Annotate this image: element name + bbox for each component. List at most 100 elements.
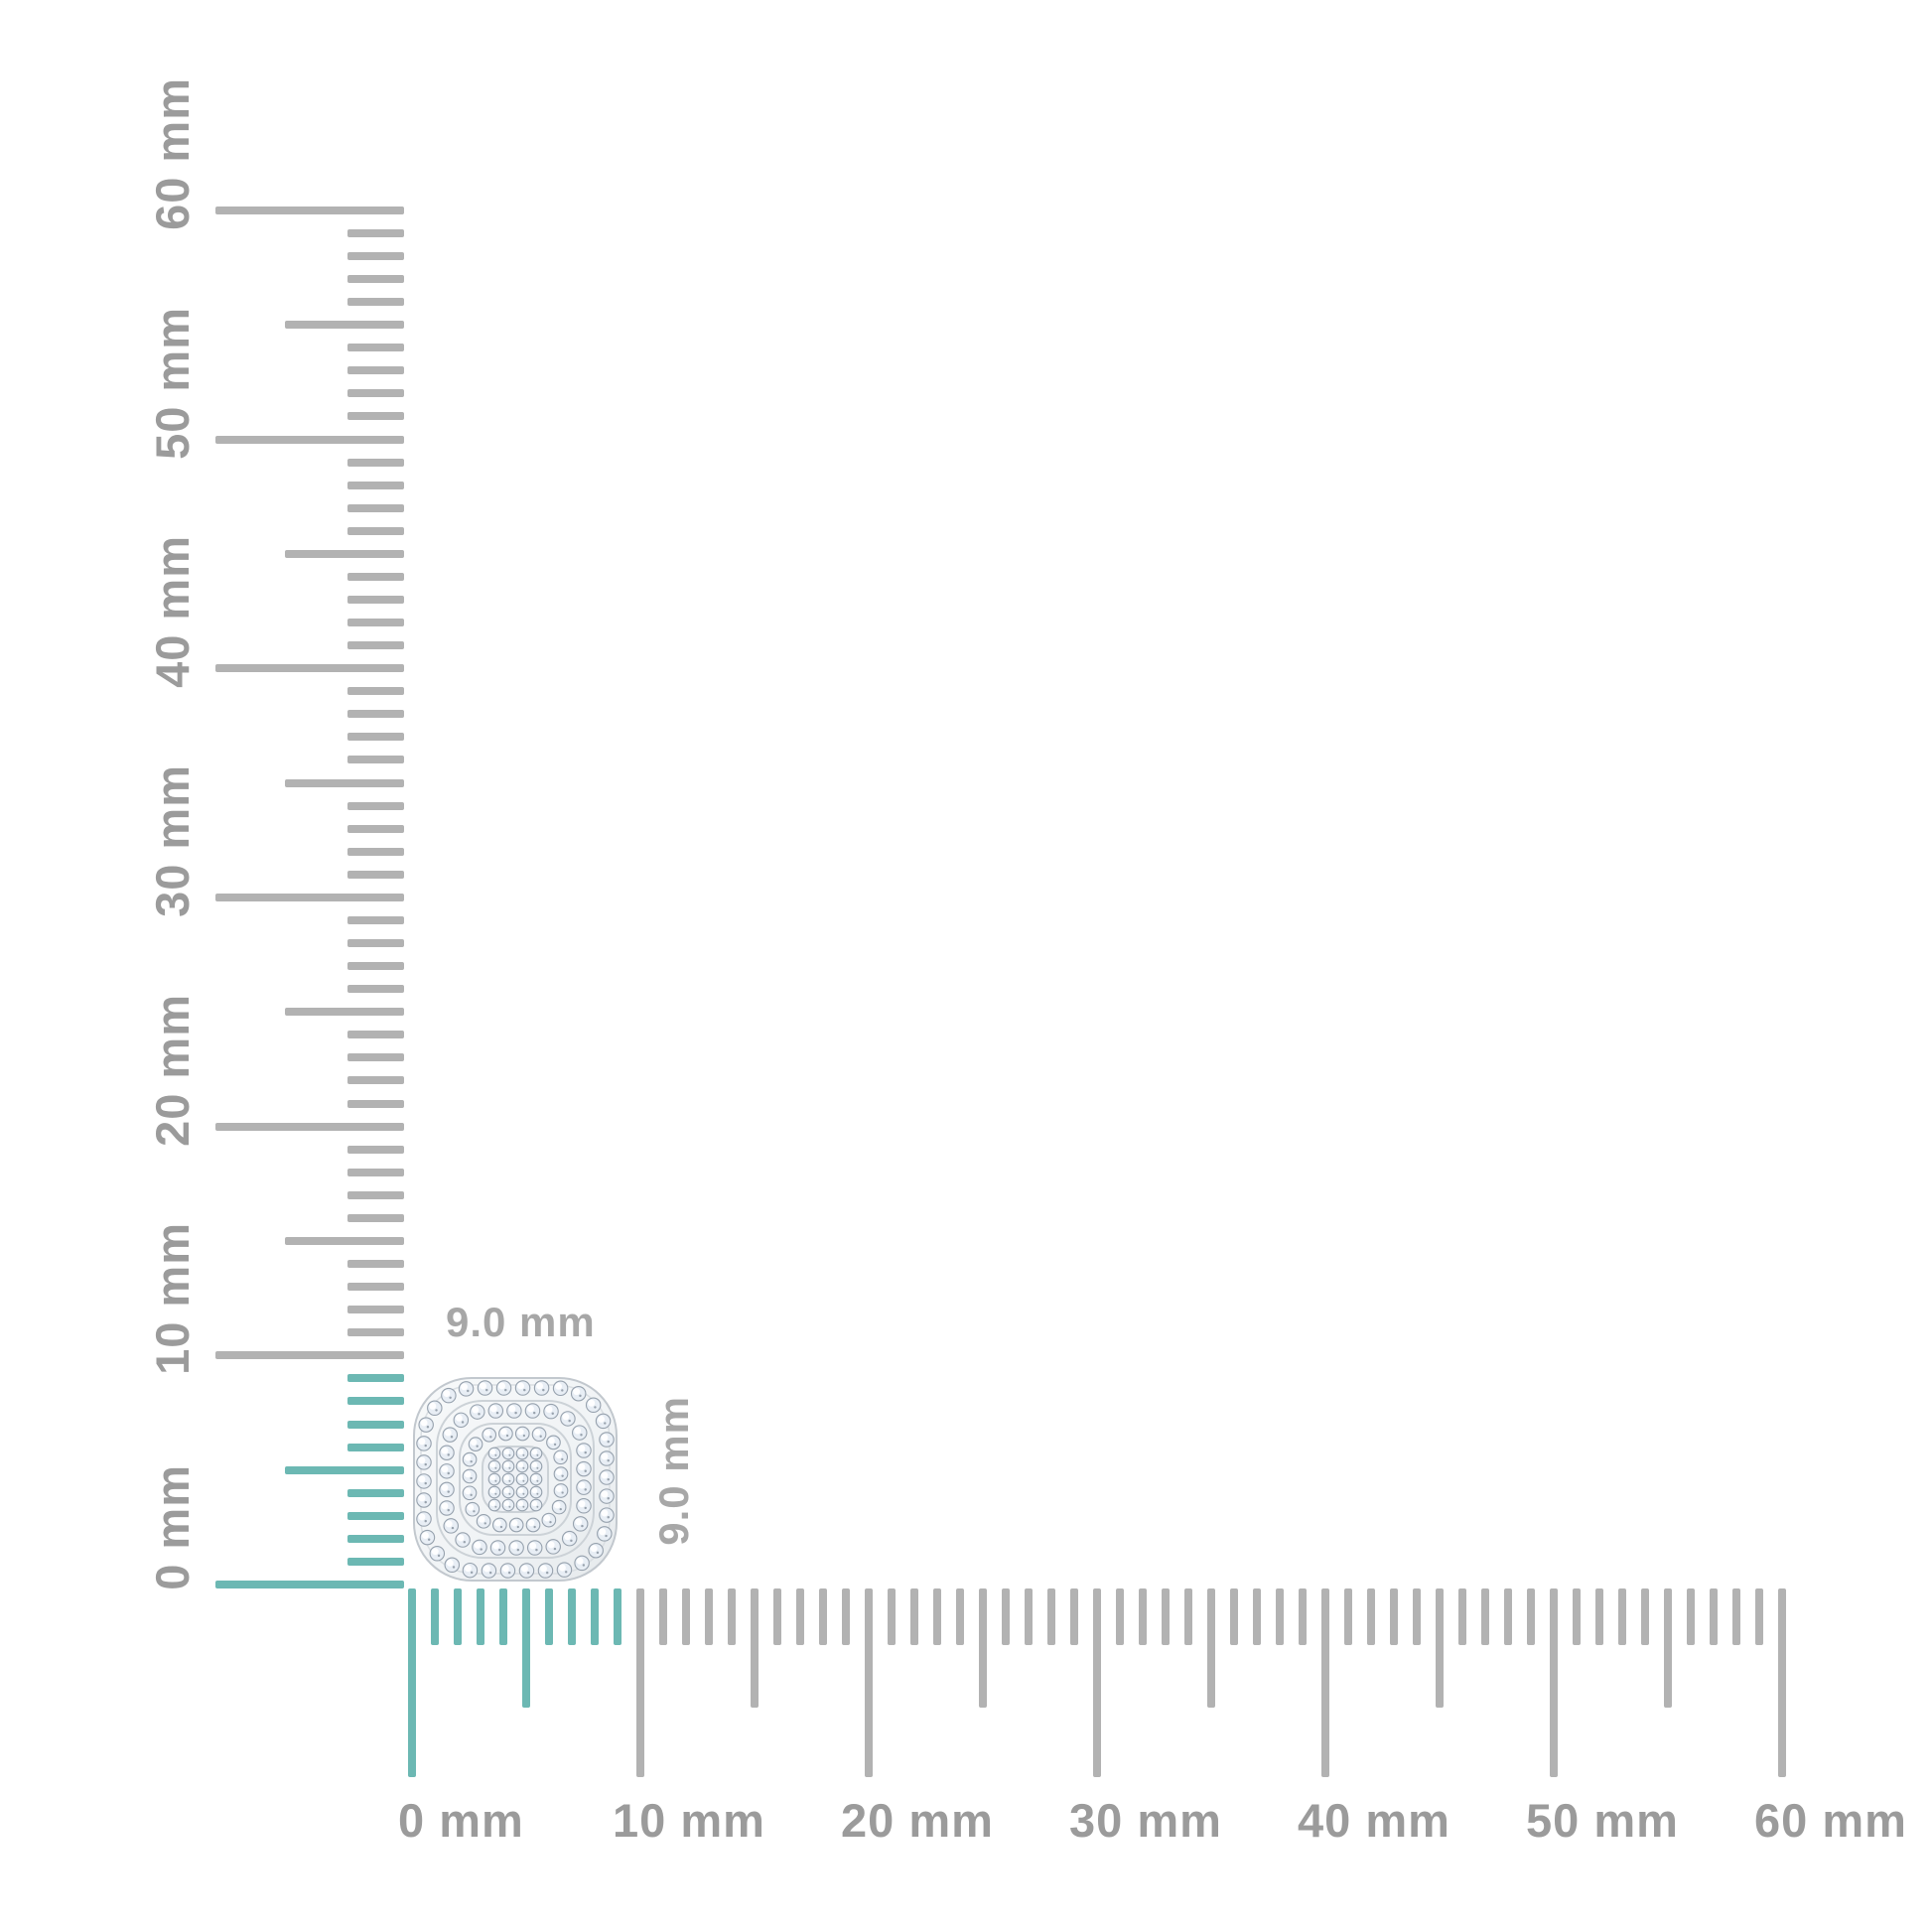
vertical-ruler-label-30mm: 30 mm <box>146 763 199 917</box>
horizontal-ruler-tick-1mm <box>431 1588 439 1645</box>
item-height-label: 9.0 mm <box>650 1396 697 1546</box>
pave-stones <box>416 1380 615 1579</box>
vertical-ruler-tick-12mm <box>347 1306 404 1314</box>
pave-stone <box>533 1380 550 1396</box>
pave-stone <box>416 1511 432 1527</box>
pave-stone <box>541 1512 557 1528</box>
vertical-ruler-tick-53mm <box>347 366 404 375</box>
vertical-ruler-tick-36mm <box>347 756 404 764</box>
vertical-ruler-tick-0mm <box>215 1581 404 1588</box>
pave-stone <box>545 1539 561 1555</box>
pave-stone <box>416 1454 432 1470</box>
pave-stone <box>472 1539 487 1556</box>
pave-stone <box>453 1412 470 1429</box>
vertical-ruler-tick-4mm <box>347 1488 404 1497</box>
vertical-ruler-tick-34mm <box>347 801 404 810</box>
horizontal-ruler-label-50mm: 50 mm <box>1526 1794 1679 1847</box>
vertical-ruler-tick-25mm <box>285 1008 404 1017</box>
vertical-ruler-tick-58mm <box>347 251 404 260</box>
pave-stone <box>465 1501 481 1517</box>
vertical-ruler-tick-32mm <box>347 847 404 856</box>
vertical-ruler-tick-47mm <box>347 503 404 512</box>
pave-stone <box>537 1563 554 1579</box>
pave-stone <box>529 1459 543 1473</box>
horizontal-ruler-tick-43mm <box>1390 1588 1398 1645</box>
vertical-ruler-tick-33mm <box>347 824 404 833</box>
vertical-ruler-label-60mm: 60 mm <box>146 76 199 230</box>
pave-stone <box>487 1472 501 1486</box>
vertical-ruler-tick-41mm <box>347 641 404 650</box>
pave-stone <box>588 1542 604 1559</box>
horizontal-ruler-tick-41mm <box>1344 1588 1352 1645</box>
pave-stone <box>595 1413 612 1430</box>
channel-line-outer <box>436 1400 595 1559</box>
horizontal-ruler-tick-22mm <box>910 1588 918 1645</box>
pave-stone <box>429 1545 446 1562</box>
horizontal-ruler-tick-25mm <box>979 1588 987 1708</box>
horizontal-ruler-tick-58mm <box>1732 1588 1740 1645</box>
vertical-ruler-tick-59mm <box>347 228 404 237</box>
vertical-ruler-tick-56mm <box>347 298 404 307</box>
horizontal-ruler-tick-34mm <box>1184 1588 1192 1645</box>
pave-stone <box>481 1563 497 1579</box>
pave-stone <box>477 1380 493 1396</box>
vertical-ruler-tick-6mm <box>347 1443 404 1451</box>
vertical-ruler-tick-10mm <box>215 1351 404 1360</box>
horizontal-ruler-tick-10mm <box>636 1588 644 1777</box>
pave-stone <box>570 1385 587 1402</box>
pave-stone <box>515 1459 529 1473</box>
horizontal-ruler-tick-36mm <box>1230 1588 1238 1645</box>
vertical-ruler-tick-21mm <box>347 1099 404 1108</box>
horizontal-ruler-label-40mm: 40 mm <box>1298 1794 1450 1847</box>
horizontal-ruler-label-20mm: 20 mm <box>841 1794 994 1847</box>
item-width-label: 9.0 mm <box>446 1299 596 1345</box>
vertical-ruler-tick-51mm <box>347 412 404 421</box>
horizontal-ruler-tick-39mm <box>1299 1588 1307 1645</box>
horizontal-ruler-tick-53mm <box>1618 1588 1626 1645</box>
pave-stone <box>444 1557 461 1574</box>
vertical-ruler-tick-45mm <box>285 549 404 558</box>
horizontal-ruler-tick-9mm <box>614 1588 621 1645</box>
horizontal-ruler-tick-49mm <box>1527 1588 1535 1645</box>
vertical-ruler-tick-11mm <box>347 1328 404 1337</box>
vertical-ruler-tick-16mm <box>347 1213 404 1222</box>
vertical-ruler-tick-52mm <box>347 389 404 398</box>
horizontal-ruler-label-10mm: 10 mm <box>613 1794 765 1847</box>
vertical-ruler-tick-27mm <box>347 962 404 971</box>
horizontal-ruler-tick-60mm <box>1778 1588 1786 1777</box>
pave-stone <box>576 1498 592 1514</box>
pave-stone <box>543 1403 559 1420</box>
pave-stone <box>526 1540 543 1556</box>
vertical-ruler-tick-40mm <box>215 664 404 673</box>
vertical-ruler-label-10mm: 10 mm <box>146 1222 199 1376</box>
vertical-ruler-tick-7mm <box>347 1420 404 1429</box>
horizontal-ruler-tick-40mm <box>1321 1588 1329 1777</box>
vertical-ruler-tick-46mm <box>347 526 404 535</box>
horizontal-ruler-tick-14mm <box>728 1588 736 1645</box>
horizontal-ruler-label-60mm: 60 mm <box>1754 1794 1907 1847</box>
channel-line-inner <box>459 1423 572 1536</box>
horizontal-ruler-tick-51mm <box>1573 1588 1581 1645</box>
pave-stone <box>576 1443 592 1458</box>
pave-stone <box>599 1488 615 1504</box>
vertical-ruler-tick-35mm <box>285 778 404 787</box>
pave-stone <box>498 1426 513 1442</box>
pave-stone <box>556 1562 573 1578</box>
pave-stone <box>524 1403 541 1419</box>
pave-stone <box>487 1447 501 1460</box>
vertical-ruler-tick-50mm <box>215 435 404 444</box>
horizontal-ruler-tick-2mm <box>454 1588 462 1645</box>
vertical-ruler-tick-39mm <box>347 687 404 696</box>
horizontal-ruler-tick-17mm <box>796 1588 804 1645</box>
pave-stone <box>585 1397 602 1414</box>
vertical-ruler-label-20mm: 20 mm <box>146 993 199 1147</box>
vertical-ruler-tick-26mm <box>347 985 404 994</box>
horizontal-ruler-tick-13mm <box>705 1588 713 1645</box>
horizontal-ruler-tick-32mm <box>1139 1588 1147 1645</box>
vertical-ruler-tick-9mm <box>347 1374 404 1383</box>
pave-stone <box>476 1513 491 1529</box>
vertical-ruler-tick-3mm <box>347 1511 404 1520</box>
horizontal-ruler-label-0mm: 0 mm <box>398 1794 524 1847</box>
horizontal-ruler-tick-8mm <box>591 1588 599 1645</box>
pave-stone <box>515 1472 529 1486</box>
